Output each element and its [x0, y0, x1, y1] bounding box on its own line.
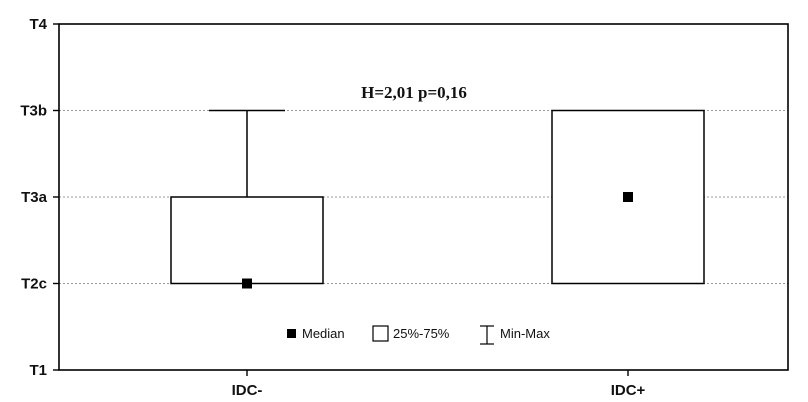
legend-whisker-label: Min-Max: [500, 326, 550, 341]
y-tick-label: T4: [29, 16, 47, 33]
iqr-box: [170, 196, 324, 285]
y-axis: T1 T2c T3a T3b T4: [20, 16, 59, 379]
legend-box-label: 25%-75%: [393, 326, 450, 341]
median-marker: [623, 192, 633, 202]
legend-median-marker: [287, 329, 296, 338]
legend-box-marker: [372, 325, 389, 342]
y-tick-label: T3b: [20, 103, 47, 120]
legend-median-label: Median: [302, 326, 345, 341]
legend: Median 25%-75% Min-Max: [287, 325, 550, 345]
x-tick-label: IDC+: [611, 382, 646, 399]
median-marker: [242, 278, 252, 289]
x-tick-label: IDC-: [232, 382, 263, 399]
box-group: [551, 109, 705, 285]
boxes: [170, 109, 705, 289]
legend-whisker-marker: [480, 325, 494, 345]
y-tick-label: T3a: [21, 189, 48, 206]
y-tick-label: T1: [29, 362, 47, 379]
y-tick-label: T2c: [21, 276, 47, 293]
x-axis: IDC- IDC+: [232, 370, 646, 399]
box-group: [170, 109, 324, 289]
annotation-text: H=2,01 p=0,16: [361, 83, 467, 102]
